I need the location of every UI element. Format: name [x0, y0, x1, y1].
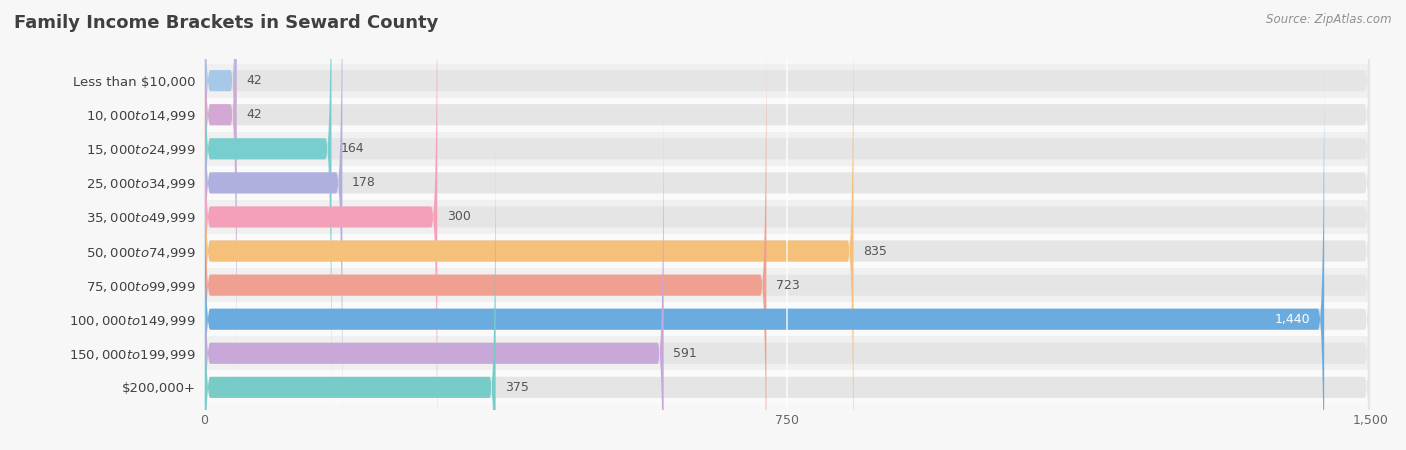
FancyBboxPatch shape [204, 57, 1371, 450]
Bar [204, 132, 1371, 166]
Bar [204, 166, 1371, 200]
Bar [204, 302, 1371, 336]
FancyBboxPatch shape [204, 0, 1371, 377]
Text: 591: 591 [673, 347, 697, 360]
FancyBboxPatch shape [204, 0, 332, 411]
FancyBboxPatch shape [204, 0, 342, 445]
Text: 835: 835 [863, 244, 887, 257]
Bar [204, 63, 1371, 98]
Bar [204, 98, 1371, 132]
FancyBboxPatch shape [204, 0, 1371, 450]
Text: 1,440: 1,440 [1275, 313, 1310, 326]
Bar [204, 370, 1371, 405]
FancyBboxPatch shape [204, 91, 1371, 450]
FancyBboxPatch shape [204, 23, 1371, 450]
Bar [204, 200, 1371, 234]
FancyBboxPatch shape [204, 0, 1371, 411]
FancyBboxPatch shape [204, 0, 236, 377]
FancyBboxPatch shape [204, 91, 664, 450]
Text: 375: 375 [505, 381, 529, 394]
FancyBboxPatch shape [204, 0, 437, 450]
FancyBboxPatch shape [204, 125, 496, 450]
Text: 723: 723 [776, 279, 800, 292]
FancyBboxPatch shape [204, 0, 1371, 450]
FancyBboxPatch shape [204, 0, 853, 450]
Text: 300: 300 [447, 211, 471, 224]
Text: Family Income Brackets in Seward County: Family Income Brackets in Seward County [14, 14, 439, 32]
Bar [204, 234, 1371, 268]
Text: 42: 42 [246, 108, 262, 121]
FancyBboxPatch shape [204, 0, 1371, 343]
FancyBboxPatch shape [204, 0, 1371, 445]
FancyBboxPatch shape [204, 57, 1324, 450]
FancyBboxPatch shape [204, 23, 766, 450]
Bar [204, 268, 1371, 302]
Text: Source: ZipAtlas.com: Source: ZipAtlas.com [1267, 14, 1392, 27]
Text: 178: 178 [352, 176, 375, 189]
FancyBboxPatch shape [204, 0, 236, 343]
Text: 164: 164 [340, 142, 364, 155]
FancyBboxPatch shape [204, 125, 1371, 450]
Bar [204, 336, 1371, 370]
Text: 42: 42 [246, 74, 262, 87]
